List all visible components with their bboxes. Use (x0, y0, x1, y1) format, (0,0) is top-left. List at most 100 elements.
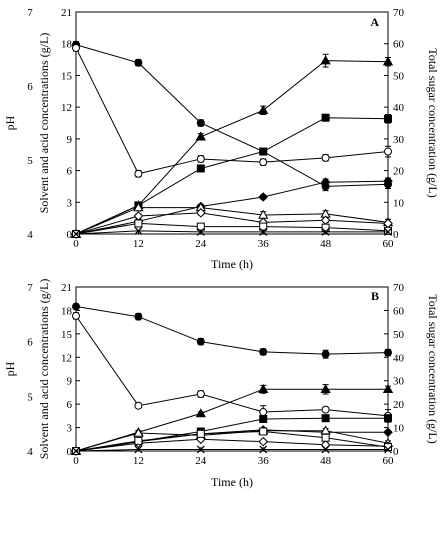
y-axis-label-left: Solvent and acid concentrations (g/L) (37, 279, 51, 460)
series-line (75, 212, 389, 235)
series-line (75, 44, 389, 187)
series-line (75, 222, 389, 235)
y-right-tick-label: 60 (393, 39, 405, 51)
triangle-filled-marker (195, 131, 206, 141)
x-tick-label: 24 (195, 455, 207, 467)
circle-filled-marker (321, 350, 330, 359)
circle-open-marker (72, 311, 80, 320)
circle-open-marker (134, 401, 143, 410)
y-right-tick-label: 30 (393, 376, 405, 388)
cross-marker (196, 445, 205, 454)
y-ph-tick-label: 6 (27, 337, 33, 349)
square-open-marker (134, 219, 143, 228)
triangle-open-marker (133, 427, 144, 437)
cross-marker (259, 445, 268, 454)
x-tick-label: 36 (258, 455, 270, 467)
diamond-open-marker (133, 211, 144, 221)
y-ph-tick-label: 5 (27, 391, 33, 403)
y-axis-label-ph: pH (3, 115, 17, 130)
cross-marker (196, 227, 205, 236)
y-right-tick-label: 40 (393, 352, 405, 364)
square-filled-marker (196, 164, 205, 173)
y-right-tick-label: 20 (393, 399, 405, 411)
series-group (70, 302, 394, 456)
circle-open-marker (259, 158, 268, 167)
y-right-tick-label: 0 (393, 229, 399, 241)
y-left-tick-label: 3 (67, 197, 73, 209)
series-line (75, 448, 388, 452)
x-tick-label: 48 (320, 455, 332, 467)
y-right-tick-label: 30 (393, 134, 405, 146)
series-line (75, 117, 389, 235)
diamond-open-marker (383, 218, 393, 229)
y-left-tick-label: 0 (67, 229, 73, 241)
y-right-tick-label: 20 (393, 166, 405, 178)
series-group (70, 40, 394, 239)
triangle-open-marker (320, 425, 331, 435)
y-left-tick-label: 15 (61, 70, 73, 82)
triangle-filled-marker (382, 383, 394, 394)
circle-filled-marker (384, 348, 392, 357)
y-axis-label-right: Total sugar concentration (g/L) (426, 294, 440, 443)
circle-filled-marker (259, 347, 268, 356)
y-right-tick-label: 50 (393, 70, 405, 82)
plot-frame (75, 286, 389, 452)
series-circle-filled (72, 302, 392, 359)
series-line (75, 438, 389, 452)
diamond-filled-marker (258, 192, 269, 202)
square-filled-marker (321, 113, 330, 122)
square-filled-marker (384, 414, 392, 423)
diamond-open-marker (195, 208, 206, 218)
y-left-tick-label: 12 (61, 352, 72, 364)
cross-marker (134, 226, 143, 235)
y-axis-label-right: Total sugar concentration (g/L) (426, 48, 440, 197)
triangle-open-marker (133, 202, 144, 212)
x-axis-label: Time (h) (211, 257, 253, 271)
cross-marker (321, 445, 330, 454)
square-open-marker (259, 427, 268, 436)
x-tick-label: 60 (383, 455, 395, 467)
circle-filled-marker (134, 58, 143, 67)
x-tick-label: 12 (133, 455, 144, 467)
circle-open-marker (321, 405, 330, 414)
x-tick-label: 0 (73, 455, 79, 467)
series-triangle-filled (70, 53, 394, 238)
panel-b: B Time (h) pH Solvent and acid concentra… (3, 279, 440, 489)
circle-open-marker (259, 407, 268, 416)
y-left-tick-label: 21 (61, 282, 72, 294)
circle-open-marker (134, 169, 143, 178)
cross-marker (321, 227, 330, 236)
series-line (75, 230, 388, 235)
y-left-tick-label: 12 (61, 102, 72, 114)
x-tick-label: 36 (258, 238, 270, 250)
ticks: 0 12 24 36 48 6003691215182145670102030405060… (27, 7, 404, 250)
y-ph-tick-label: 4 (27, 229, 33, 241)
y-left-tick-label: 0 (67, 446, 73, 458)
cross-marker (259, 227, 268, 236)
y-left-tick-label: 21 (61, 7, 72, 19)
triangle-filled-marker (320, 383, 331, 394)
series-circle-filled (72, 40, 392, 192)
series-cross (72, 445, 392, 455)
y-right-tick-label: 60 (393, 305, 405, 317)
circle-filled-marker (196, 337, 205, 346)
square-filled-marker (321, 414, 330, 423)
y-left-tick-label: 6 (67, 399, 73, 411)
y-right-tick-label: 0 (393, 446, 399, 458)
diamond-open-marker (320, 439, 331, 450)
square-open-marker (384, 443, 392, 452)
series-circle-open (72, 43, 392, 178)
series-square-open (72, 219, 392, 238)
panel-label: A (370, 15, 379, 29)
series-square-filled (72, 113, 392, 238)
x-tick-label: 0 (73, 238, 79, 250)
circle-open-marker (321, 153, 330, 162)
x-tick-label: 60 (383, 238, 395, 250)
series-cross (72, 226, 392, 238)
y-right-tick-label: 70 (393, 282, 405, 294)
cross-marker (72, 447, 80, 455)
panel-a: A Time (h) pH Solvent and acid concentra… (3, 7, 440, 271)
cross-marker (384, 445, 392, 454)
y-ph-tick-label: 5 (27, 155, 33, 167)
